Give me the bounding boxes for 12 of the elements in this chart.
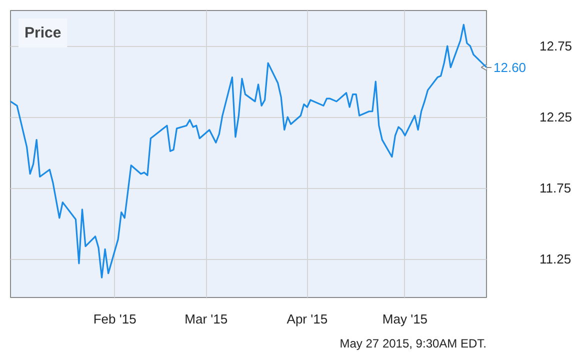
text: May 27 2015, 9:30AM EDT. <box>340 336 487 350</box>
y-tick-label: 11.25 <box>540 252 572 267</box>
y-tick-label: 11.75 <box>540 180 572 196</box>
x-tick-label: Apr '15 <box>286 312 328 326</box>
text: Price <box>24 24 62 42</box>
x-tick-label: May '15 <box>382 312 428 326</box>
x-tick-label: Feb '15 <box>93 312 136 326</box>
annotation: 12.60 <box>494 60 526 75</box>
y-tick-label: 12.75 <box>540 38 572 54</box>
x-tick-label: Mar '15 <box>184 312 228 326</box>
line-series <box>10 24 486 278</box>
y-tick-label: 12.25 <box>540 110 572 125</box>
